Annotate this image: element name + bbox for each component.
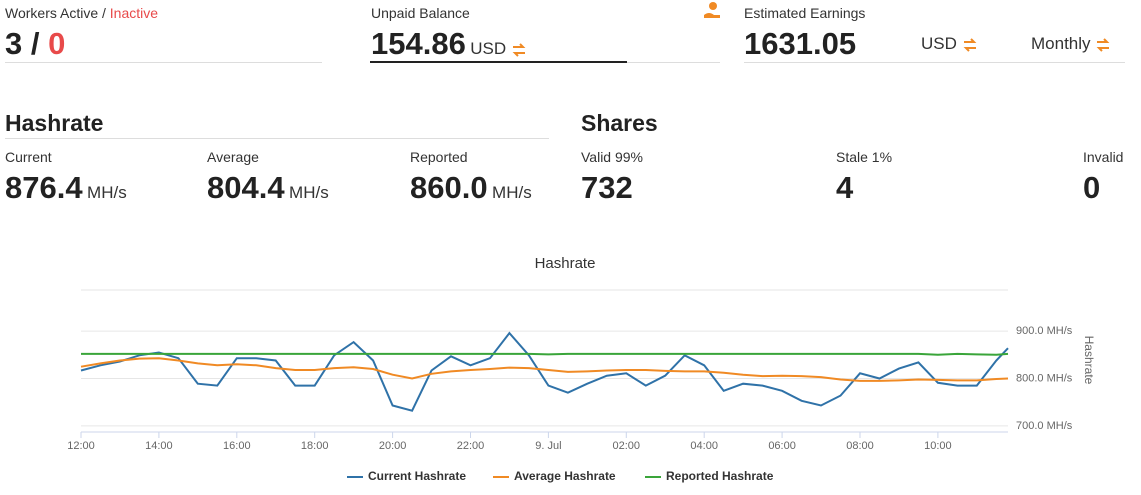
- series-line: [80, 357, 1009, 382]
- unpaid-value: 154.86 USD: [371, 26, 527, 62]
- swap-icon[interactable]: [962, 37, 978, 52]
- section-title: Shares: [581, 110, 658, 136]
- earnings-value: 1631.05: [744, 26, 857, 61]
- y-tick-label: 700.0 MH/s: [1016, 420, 1073, 432]
- stat-value: 732: [581, 170, 633, 206]
- legend-label[interactable]: Reported Hashrate: [666, 469, 774, 483]
- label: Current: [5, 149, 52, 165]
- swap-icon[interactable]: [1095, 37, 1111, 52]
- value: 0: [1083, 170, 1101, 205]
- x-tick-label: 06:00: [768, 440, 796, 452]
- unit: MH/s: [87, 183, 127, 202]
- divider: [744, 62, 1125, 63]
- unit: MH/s: [289, 183, 329, 202]
- label: Stale 1%: [836, 149, 893, 165]
- stat-value: 804.4 MH/s: [207, 170, 329, 206]
- earnings-currency[interactable]: USD: [921, 34, 978, 54]
- workers-label: Workers Active / Inactive: [5, 5, 158, 21]
- series-line: [81, 352, 1009, 356]
- label: Invalid: [1083, 149, 1124, 165]
- stat-label: Current: [5, 149, 52, 165]
- separator: /: [102, 5, 106, 21]
- period[interactable]: Monthly: [1031, 34, 1091, 53]
- section-title: Hashrate: [5, 110, 104, 136]
- stat-value: 860.0 MH/s: [410, 170, 532, 206]
- value: 154.86: [371, 26, 466, 61]
- currency[interactable]: USD: [921, 34, 957, 53]
- stat-label: Reported: [410, 149, 468, 165]
- x-tick-label: 18:00: [301, 440, 329, 452]
- y-tick-label: 900.0 MH/s: [1016, 325, 1073, 337]
- label: Workers Active: [5, 5, 99, 21]
- stat-label: Invalid: [1083, 149, 1123, 165]
- x-tick-label: 16:00: [223, 440, 251, 452]
- stat-label: Valid 99%: [581, 149, 643, 165]
- value: 860.0: [410, 170, 488, 205]
- stat-value: 4: [836, 170, 853, 206]
- y-axis-title: Hashrate: [1082, 336, 1096, 385]
- label: Average: [207, 149, 259, 165]
- value: 876.4: [5, 170, 83, 205]
- stat-label: Stale 1%: [836, 149, 892, 165]
- stat-label: Average: [207, 149, 259, 165]
- chart-title: Hashrate: [535, 255, 596, 272]
- legend-label[interactable]: Average Hashrate: [514, 469, 616, 483]
- value: 804.4: [207, 170, 285, 205]
- value: 3: [5, 26, 23, 61]
- x-tick-label: 9. Jul: [535, 440, 561, 452]
- earnings-label: Estimated Earnings: [744, 5, 866, 21]
- x-tick-label: 12:00: [67, 440, 95, 452]
- divider: [627, 62, 720, 63]
- x-tick-label: 08:00: [846, 440, 874, 452]
- payout-icon[interactable]: [702, 0, 722, 20]
- x-tick-label: 14:00: [145, 440, 173, 452]
- x-tick-label: 02:00: [613, 440, 641, 452]
- x-tick-label: 20:00: [379, 440, 407, 452]
- unpaid-label: Unpaid Balance: [371, 5, 470, 21]
- value: 0: [48, 26, 66, 61]
- swap-icon[interactable]: [511, 43, 527, 57]
- x-tick-label: 04:00: [690, 440, 718, 452]
- label: Reported: [410, 149, 468, 165]
- stat-value: 876.4 MH/s: [5, 170, 127, 206]
- label: Valid 99%: [581, 149, 644, 165]
- value: 4: [836, 170, 854, 205]
- legend-label[interactable]: Current Hashrate: [368, 469, 466, 483]
- divider: [5, 62, 322, 63]
- currency[interactable]: USD: [470, 39, 507, 58]
- earnings-period[interactable]: Monthly: [1031, 34, 1111, 54]
- series-line: [80, 331, 1009, 412]
- workers-value: 3 / 0: [5, 26, 65, 62]
- divider: [370, 61, 627, 63]
- y-tick-label: 800.0 MH/s: [1016, 372, 1073, 384]
- x-tick-label: 10:00: [924, 440, 952, 452]
- value: 732: [581, 170, 633, 205]
- unit: MH/s: [492, 183, 532, 202]
- separator: /: [30, 26, 40, 61]
- divider: [5, 138, 549, 139]
- chart: Hashrate Hashrate 700.0 MH/s 800.0 MH/s 90…: [67, 255, 1096, 483]
- x-tick-label: 22:00: [457, 440, 485, 452]
- label: Inactive: [109, 5, 159, 21]
- stat-value: 0: [1083, 170, 1100, 206]
